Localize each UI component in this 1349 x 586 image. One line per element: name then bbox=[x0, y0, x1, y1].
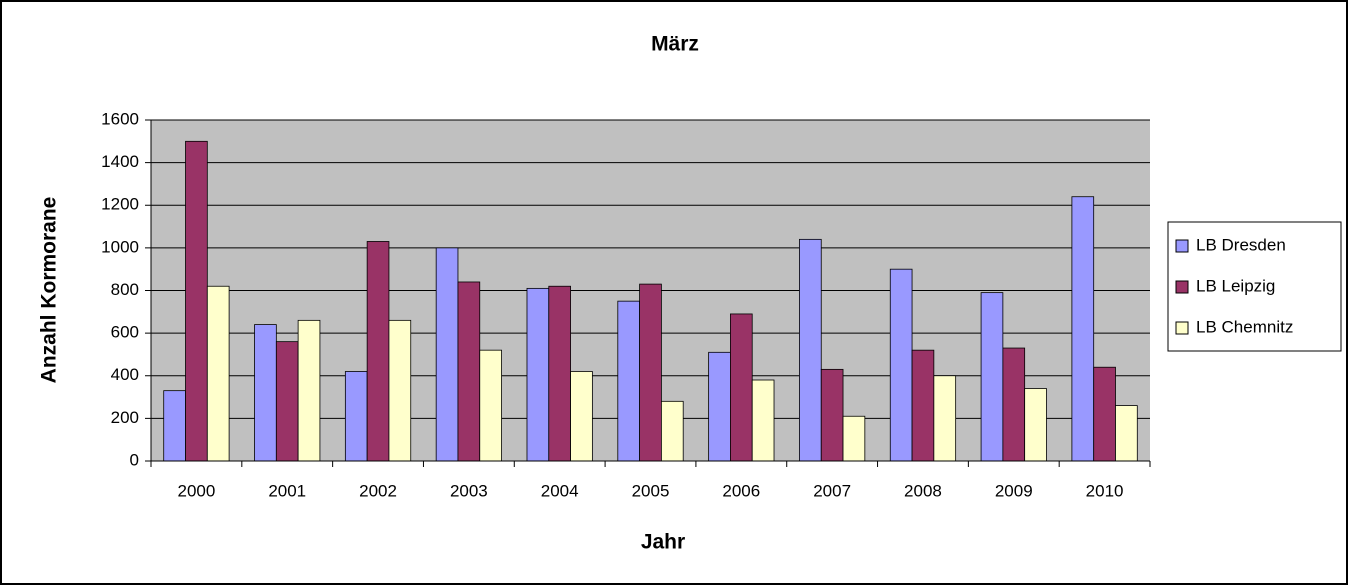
bar bbox=[206, 285, 230, 462]
bar bbox=[297, 319, 321, 462]
legend-swatch bbox=[1175, 239, 1189, 253]
bar bbox=[1115, 405, 1138, 462]
y-tick-label: 1400 bbox=[101, 152, 139, 171]
y-tick-label: 0 bbox=[130, 450, 139, 469]
bar bbox=[820, 368, 844, 462]
x-tick-label: 2006 bbox=[722, 481, 760, 500]
bar bbox=[548, 285, 571, 462]
x-tick-label: 2005 bbox=[632, 481, 670, 500]
x-tick-label: 2009 bbox=[995, 481, 1033, 500]
bar bbox=[570, 371, 593, 462]
bar bbox=[842, 415, 866, 462]
x-tick-label: 2001 bbox=[268, 481, 306, 500]
bar bbox=[344, 371, 368, 462]
x-tick-label: 2008 bbox=[904, 481, 942, 500]
x-tick-label: 2003 bbox=[450, 481, 488, 500]
bar bbox=[911, 349, 935, 462]
x-tick-label: 2004 bbox=[541, 481, 579, 500]
bar bbox=[799, 238, 822, 462]
legend-label: LB Dresden bbox=[1196, 235, 1286, 254]
bar bbox=[933, 375, 957, 462]
x-tick-label: 2010 bbox=[1086, 481, 1124, 500]
x-tick-label: 2007 bbox=[813, 481, 851, 500]
y-tick-label: 200 bbox=[111, 408, 139, 427]
bar bbox=[526, 287, 550, 462]
bar bbox=[660, 400, 684, 462]
bar bbox=[254, 324, 277, 462]
y-tick-label: 600 bbox=[111, 323, 139, 342]
x-tick-label: 2000 bbox=[177, 481, 215, 500]
y-tick-label: 800 bbox=[111, 280, 139, 299]
x-tick-label: 2002 bbox=[359, 481, 397, 500]
legend-label: LB Chemnitz bbox=[1196, 317, 1293, 336]
bar bbox=[1024, 388, 1047, 462]
bar bbox=[708, 351, 731, 462]
bar bbox=[980, 292, 1004, 462]
x-axis-label: Jahr bbox=[641, 531, 685, 554]
legend-swatch bbox=[1175, 321, 1189, 335]
bar bbox=[617, 300, 641, 462]
bar bbox=[1071, 196, 1095, 462]
bar bbox=[639, 283, 662, 462]
legend-swatch bbox=[1175, 280, 1189, 294]
y-tick-label: 1600 bbox=[101, 109, 139, 128]
chart-title: März bbox=[651, 33, 699, 56]
bar bbox=[457, 281, 481, 462]
bar bbox=[435, 247, 459, 462]
bar bbox=[1093, 366, 1116, 462]
bar bbox=[163, 390, 186, 462]
y-axis-label: Anzahl Kormorane bbox=[38, 197, 61, 384]
bar bbox=[730, 313, 753, 462]
bar bbox=[185, 140, 208, 462]
legend bbox=[1167, 221, 1342, 352]
legend-label: LB Leipzig bbox=[1196, 276, 1275, 295]
y-tick-label: 400 bbox=[111, 365, 139, 384]
y-tick-label: 1200 bbox=[101, 195, 139, 214]
bar bbox=[275, 341, 299, 462]
bar bbox=[889, 268, 913, 462]
bar bbox=[751, 379, 775, 462]
bar bbox=[1002, 347, 1026, 462]
bar bbox=[479, 349, 502, 462]
y-tick-label: 1000 bbox=[101, 237, 139, 256]
bar bbox=[388, 319, 412, 462]
bar bbox=[366, 241, 390, 462]
